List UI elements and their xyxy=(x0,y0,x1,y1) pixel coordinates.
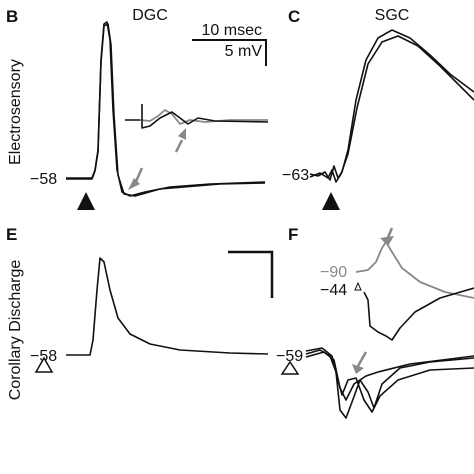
scale-bar-label: 10 msec xyxy=(202,22,262,39)
stimulus-marker xyxy=(34,356,54,373)
row-label: Corollary Discharge xyxy=(7,260,24,401)
scale-bar xyxy=(228,250,274,298)
arrow-head xyxy=(178,128,186,140)
scale-bar-label: 5 mV xyxy=(225,43,263,60)
panel-title: DGC xyxy=(132,7,168,24)
panel-label: B xyxy=(6,7,18,26)
scale-bar xyxy=(192,39,267,66)
panel-label: C xyxy=(288,7,300,26)
arrow-head xyxy=(352,364,364,374)
trace xyxy=(305,349,474,419)
arrow-head xyxy=(128,178,140,190)
potential-label: −44 xyxy=(320,282,347,299)
trace xyxy=(66,257,269,356)
trace xyxy=(305,347,474,413)
potential-label: −58 xyxy=(30,348,57,365)
panel-label: F xyxy=(288,225,298,244)
potential-label: −59 xyxy=(276,348,303,365)
stimulus-marker xyxy=(322,192,340,210)
trace xyxy=(309,29,474,181)
panel-label: E xyxy=(6,225,17,244)
trace xyxy=(355,241,474,299)
trace xyxy=(305,351,474,401)
trace xyxy=(363,287,474,341)
arrow xyxy=(356,351,368,367)
trace xyxy=(309,35,474,183)
trace xyxy=(66,23,266,197)
inset-trace xyxy=(125,104,269,129)
stimulus-marker xyxy=(354,281,362,291)
row-label: Electrosensory xyxy=(7,59,24,165)
potential-label: −90 xyxy=(320,264,347,281)
potential-label: −63 xyxy=(282,167,309,184)
potential-label: −58 xyxy=(30,171,57,188)
arrow-head xyxy=(380,236,394,246)
panel-title: SGC xyxy=(375,7,410,24)
stimulus-marker xyxy=(280,360,300,375)
arrow xyxy=(174,139,184,153)
stimulus-marker xyxy=(77,192,95,210)
